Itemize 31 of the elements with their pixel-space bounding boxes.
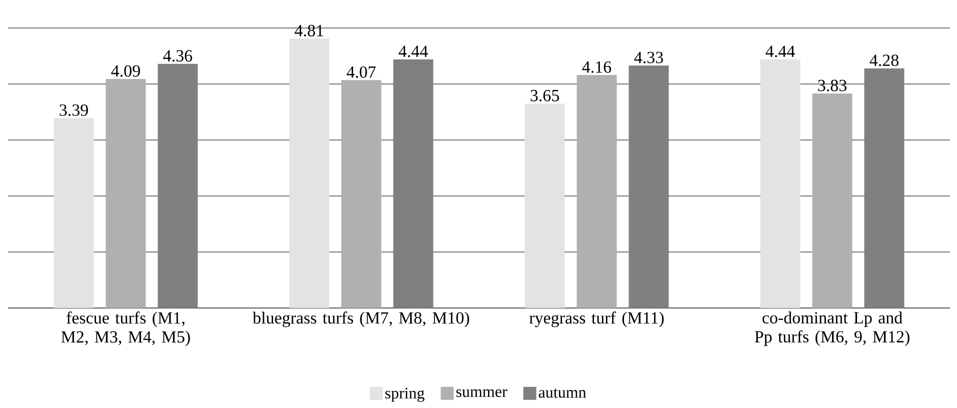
bar	[524, 104, 565, 308]
bar	[628, 66, 669, 308]
bar	[760, 59, 800, 308]
data-label: 4.28	[870, 54, 898, 66]
data-label: 4.81	[294, 24, 324, 36]
bar	[289, 38, 330, 308]
bar	[54, 118, 94, 308]
data-label: 3.83	[818, 80, 846, 92]
legend-label: summer	[456, 389, 508, 398]
x-tick-label: fescue turfs (M1, M2, M3, M4, M5)	[61, 312, 190, 346]
data-label: 4.36	[163, 50, 192, 62]
bar	[106, 78, 146, 308]
data-label: 3.65	[530, 90, 559, 102]
legend-label: autumn	[538, 388, 586, 398]
data-label: 4.09	[111, 65, 140, 77]
data-label: 4.33	[634, 52, 663, 64]
bar	[812, 94, 852, 308]
data-label: 4.07	[346, 66, 376, 78]
data-label: 4.16	[582, 61, 612, 73]
x-tick-label: co-dominant Lp and Pp turfs (M6, 9, M12)	[754, 312, 910, 346]
x-tick-label: ryegrass turf (M11)	[529, 312, 664, 328]
x-tick-label: bluegrass turfs (M7, M8, M10)	[252, 312, 470, 328]
legend-label: spring	[385, 388, 424, 402]
bar	[158, 64, 198, 308]
bar	[341, 80, 382, 308]
bar	[864, 68, 904, 308]
bar	[576, 75, 617, 308]
data-label: 4.44	[398, 46, 428, 58]
data-label: 4.44	[766, 46, 795, 58]
bar	[393, 59, 434, 308]
data-label: 3.39	[60, 104, 88, 116]
